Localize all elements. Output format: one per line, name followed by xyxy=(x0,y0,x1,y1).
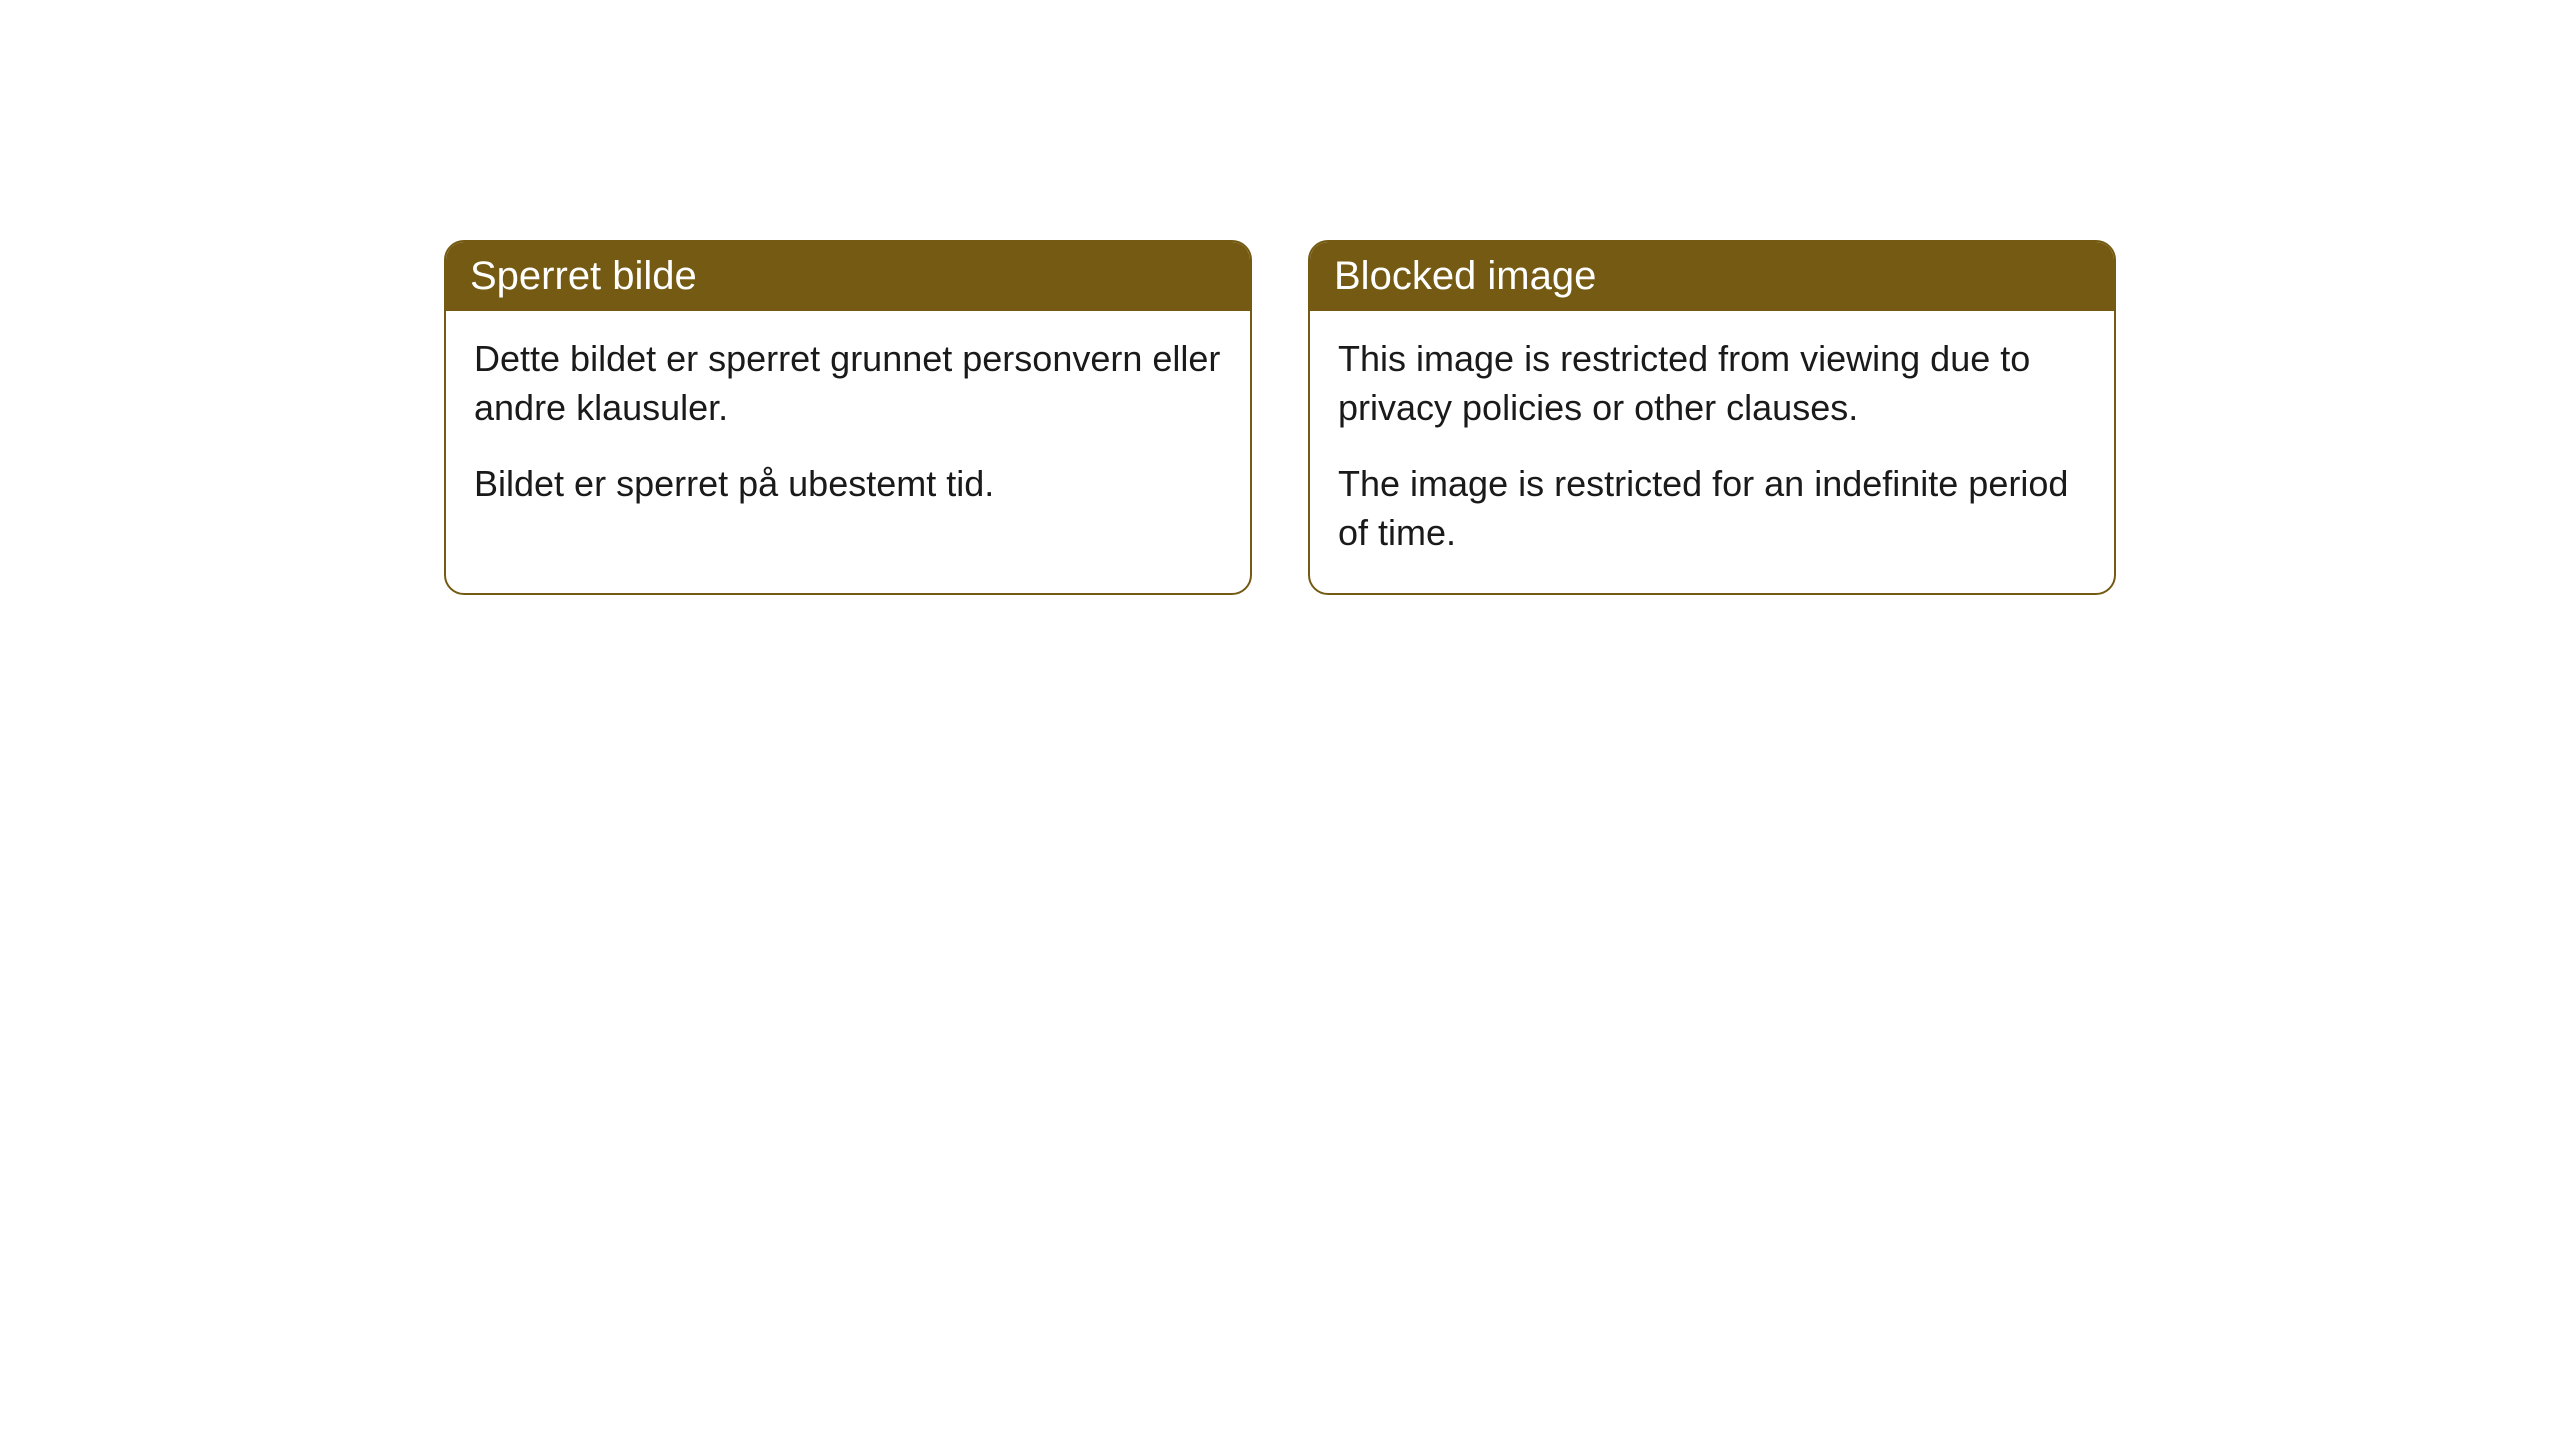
blocked-image-card-english: Blocked image This image is restricted f… xyxy=(1308,240,2116,595)
card-body: Dette bildet er sperret grunnet personve… xyxy=(446,311,1250,545)
card-title: Sperret bilde xyxy=(470,254,697,298)
card-header: Sperret bilde xyxy=(446,242,1250,311)
card-paragraph-2: Bildet er sperret på ubestemt tid. xyxy=(474,460,1222,509)
card-paragraph-2: The image is restricted for an indefinit… xyxy=(1338,460,2086,557)
notice-container: Sperret bilde Dette bildet er sperret gr… xyxy=(0,0,2560,595)
card-paragraph-1: Dette bildet er sperret grunnet personve… xyxy=(474,335,1222,432)
card-title: Blocked image xyxy=(1334,254,1596,298)
blocked-image-card-norwegian: Sperret bilde Dette bildet er sperret gr… xyxy=(444,240,1252,595)
card-body: This image is restricted from viewing du… xyxy=(1310,311,2114,593)
card-header: Blocked image xyxy=(1310,242,2114,311)
card-paragraph-1: This image is restricted from viewing du… xyxy=(1338,335,2086,432)
